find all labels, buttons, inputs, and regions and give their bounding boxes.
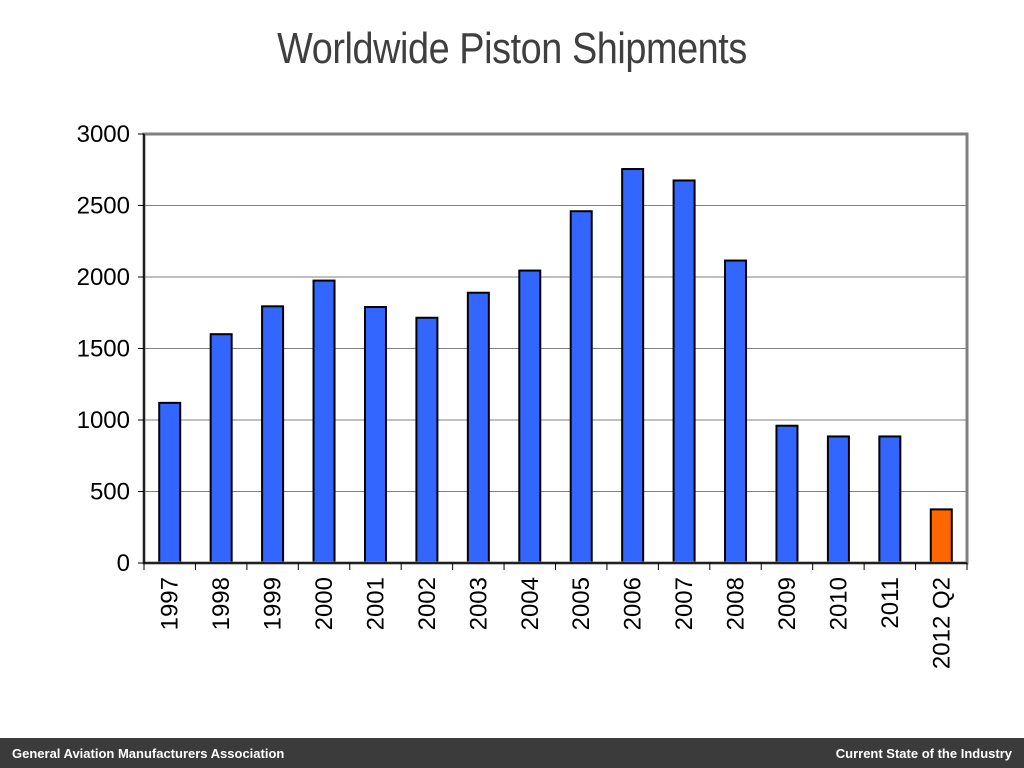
bar-chart: 0 500 1000 1500 2000 2500 3000 1997 1998 1999 200…: [77, 121, 969, 669]
y-tick-label: 2500: [77, 193, 130, 220]
bar-1999: [261, 305, 285, 564]
x-tick-label: 2008: [723, 577, 750, 630]
bar-2011: [878, 435, 902, 565]
y-tick-label: 1000: [77, 407, 130, 434]
x-tick-label: 2009: [774, 577, 801, 630]
bar-2006: [621, 168, 645, 564]
x-tick-label: 2005: [568, 577, 595, 630]
chart-title: Worldwide Piston Shipments: [277, 24, 747, 73]
x-tick-label: 2011: [877, 577, 904, 629]
bar-2003: [466, 291, 490, 564]
bar-2002: [415, 316, 439, 564]
x-tick-label: 2012 Q2: [928, 577, 955, 669]
bar-2009: [775, 424, 799, 564]
bar-2012-q2: [929, 508, 953, 564]
x-tick-label: 2004: [517, 577, 544, 630]
x-tick-label: 1997: [157, 577, 184, 630]
bar-2004: [518, 269, 542, 564]
x-tick-label: 2000: [311, 577, 338, 630]
y-axis-tick-labels: 0 500 1000 1500 2000 2500 3000: [77, 121, 144, 577]
x-tick-label: 1999: [260, 577, 287, 630]
bar-2000: [312, 279, 336, 564]
x-tick-label: 2001: [362, 577, 389, 630]
bar-1997: [158, 401, 182, 564]
footer-presentation-title: Current State of the Industry: [835, 746, 1012, 761]
footer-bar: General Aviation Manufacturers Associati…: [0, 738, 1024, 768]
x-tick-label: 1998: [208, 577, 235, 630]
bars: [158, 168, 953, 565]
y-tick-label: 1500: [77, 336, 130, 363]
bar-2005: [569, 210, 593, 564]
y-tick-label: 2000: [77, 264, 130, 291]
y-tick-label: 500: [90, 479, 130, 506]
bar-2010: [826, 435, 850, 565]
x-tick-label: 2003: [465, 577, 492, 630]
y-tick-label: 3000: [77, 121, 130, 148]
x-tick-label: 2002: [414, 577, 441, 630]
footer-organization: General Aviation Manufacturers Associati…: [12, 746, 285, 761]
bar-2001: [363, 306, 387, 564]
x-axis-tick-labels: 1997 1998 1999 2000 2001 2002 2003 2004 2005 2006…: [143, 563, 968, 669]
x-tick-label: 2006: [620, 577, 647, 630]
bar-2007: [672, 179, 696, 564]
x-tick-label: 2010: [825, 577, 852, 630]
bar-2008: [724, 259, 748, 564]
bar-1998: [209, 333, 233, 565]
x-tick-label: 2007: [671, 577, 698, 630]
y-tick-label: 0: [117, 550, 130, 577]
